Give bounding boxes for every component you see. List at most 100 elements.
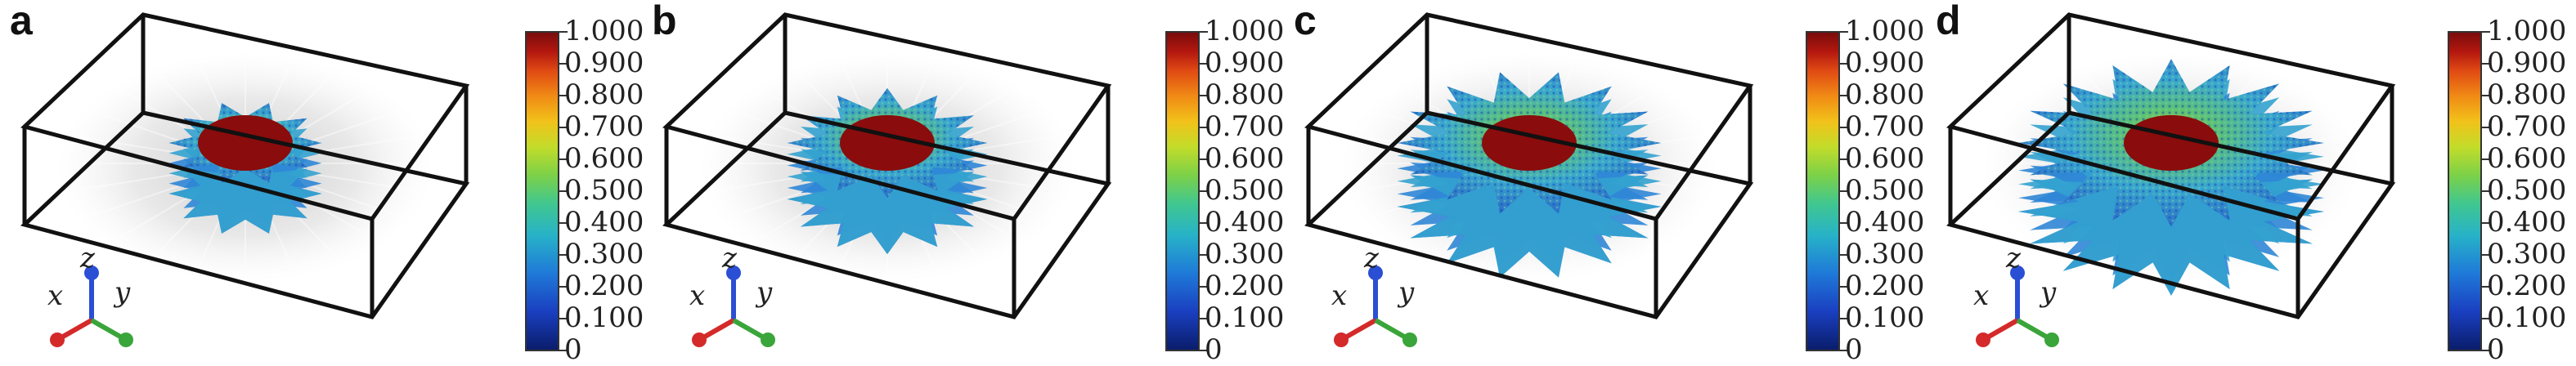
colorbar-tick-label: 0.300 xyxy=(564,238,644,270)
colorbar-tick-label: 0.700 xyxy=(1205,110,1285,143)
panel-label: d xyxy=(1936,0,1961,43)
colorbar-tick-label: 0.200 xyxy=(564,270,644,302)
colorbar-tick-label: 0.300 xyxy=(1205,238,1285,270)
colorbar-tick xyxy=(1840,95,1848,96)
colorbar-tick-label: 0 xyxy=(1845,333,1863,366)
volume-render-scene xyxy=(20,12,470,347)
colorbar-tick-label: 1.000 xyxy=(1205,15,1285,47)
colorbar-tick xyxy=(2482,31,2490,33)
colorbar-tick xyxy=(1200,31,1208,33)
colorbar-tick-label: 0.500 xyxy=(2487,174,2567,207)
fracture-body xyxy=(168,103,322,234)
volume-render-scene xyxy=(1304,12,1754,347)
colorbar xyxy=(525,31,559,351)
y-axis-label: y xyxy=(756,276,773,309)
colorbar-tick-label: 1.000 xyxy=(2487,15,2567,47)
fracture-body xyxy=(787,87,988,255)
z-axis-label: z xyxy=(722,242,737,274)
z-axis-label: z xyxy=(1364,242,1379,274)
colorbar-tick xyxy=(1200,158,1208,160)
colorbar-tick xyxy=(2482,190,2490,192)
colorbar-tick xyxy=(1200,286,1208,288)
axis-triad xyxy=(50,266,133,347)
colorbar-tick-label: 0 xyxy=(1205,333,1223,366)
colorbar-tick xyxy=(559,95,568,96)
colorbar-tick-label: 0.200 xyxy=(2487,270,2567,302)
colorbar-tick xyxy=(1840,127,1848,128)
colorbar-tick-label: 0.400 xyxy=(564,206,644,239)
z-axis-label: z xyxy=(80,242,95,274)
panel-a: a z x y 1.000 0.900 0.800 0.700 0.600 0.500 0.400… xyxy=(0,0,644,366)
colorbar-tick xyxy=(1200,190,1208,192)
colorbar-tick xyxy=(1840,286,1848,288)
colorbar-tick xyxy=(559,127,568,128)
colorbar-tick-label: 0.600 xyxy=(1845,142,1925,175)
colorbar-tick-label: 0.800 xyxy=(1845,78,1925,111)
x-axis-label: x xyxy=(1973,279,1990,312)
bounding-box xyxy=(1946,12,2396,319)
colorbar-tick xyxy=(559,63,568,65)
colorbar-tick-label: 0.900 xyxy=(564,47,644,79)
colorbar-tick xyxy=(1200,254,1208,256)
colorbar-tick-label: 0.900 xyxy=(1845,47,1925,79)
fracture-body xyxy=(1397,72,1662,278)
colorbar-tick-label: 0.100 xyxy=(564,301,644,334)
panel-c: c z x y 1.000 0.900 0.800 0.700 0.600 0.500 0.400… xyxy=(1284,0,1925,366)
panel-label: a xyxy=(10,0,33,43)
colorbar-tick xyxy=(559,286,568,288)
x-axis-label: x xyxy=(689,279,706,312)
y-axis-label: y xyxy=(2040,276,2057,309)
colorbar xyxy=(2448,31,2482,351)
colorbar-tick-label: 0.700 xyxy=(1845,110,1925,143)
colorbar-tick-label: 0.100 xyxy=(1205,301,1285,334)
colorbar-tick xyxy=(1840,158,1848,160)
colorbar-tick-label: 1.000 xyxy=(564,15,644,47)
colorbar-tick xyxy=(1200,222,1208,224)
colorbar-tick-label: 1.000 xyxy=(1845,15,1925,47)
colorbar-tick-label: 0.600 xyxy=(2487,142,2567,175)
bounding-box xyxy=(1304,12,1754,319)
colorbar-tick xyxy=(1200,63,1208,65)
volume-render-scene xyxy=(1946,12,2396,347)
axis-triad xyxy=(692,266,775,347)
axis-triad xyxy=(1976,266,2059,347)
colorbar-tick xyxy=(2482,95,2490,96)
colorbar-tick xyxy=(559,350,568,351)
colorbar xyxy=(1165,31,1200,351)
colorbar-tick xyxy=(1200,127,1208,128)
x-axis-label: x xyxy=(47,279,64,312)
colorbar-tick-label: 0.600 xyxy=(564,142,644,175)
panel-b: b z x y 1.000 0.900 0.800 0.700 0.600 0.500 0.400… xyxy=(642,0,1284,366)
colorbar xyxy=(1806,31,1840,351)
colorbar-tick-label: 0.900 xyxy=(1205,47,1285,79)
colorbar-tick-label: 0.800 xyxy=(564,78,644,111)
colorbar-tick xyxy=(1200,318,1208,319)
colorbar-tick xyxy=(559,254,568,256)
panel-label: c xyxy=(1294,0,1317,43)
x-axis-label: x xyxy=(1331,279,1348,312)
colorbar-tick-label: 0.400 xyxy=(1845,206,1925,239)
colorbar-tick xyxy=(2482,318,2490,319)
colorbar-tick xyxy=(2482,350,2490,351)
colorbar-tick-label: 0.600 xyxy=(1205,142,1285,175)
panel-label: b xyxy=(652,0,677,43)
colorbar-tick-label: 0.100 xyxy=(2487,301,2567,334)
colorbar-tick-label: 0 xyxy=(564,333,582,366)
panel-d: d z x y 1.000 0.900 0.800 0.700 0.600 0.500 0.400… xyxy=(1926,0,2567,364)
colorbar-tick-label: 0.300 xyxy=(2487,238,2567,270)
colorbar-tick xyxy=(2482,222,2490,224)
colorbar-tick xyxy=(559,31,568,33)
colorbar-tick xyxy=(1840,63,1848,65)
colorbar-tick-label: 0.100 xyxy=(1845,301,1925,334)
colorbar-tick-label: 0.900 xyxy=(2487,47,2567,79)
y-axis-label: y xyxy=(114,276,131,309)
colorbar-tick-label: 0.500 xyxy=(1845,174,1925,207)
colorbar-tick-label: 0.800 xyxy=(1205,78,1285,111)
colorbar-tick xyxy=(1840,31,1848,33)
colorbar-tick xyxy=(559,318,568,319)
colorbar-tick-label: 0.700 xyxy=(564,110,644,143)
colorbar-tick xyxy=(559,158,568,160)
colorbar-tick xyxy=(2482,286,2490,288)
colorbar-tick xyxy=(1840,318,1848,319)
colorbar-tick xyxy=(1200,95,1208,96)
